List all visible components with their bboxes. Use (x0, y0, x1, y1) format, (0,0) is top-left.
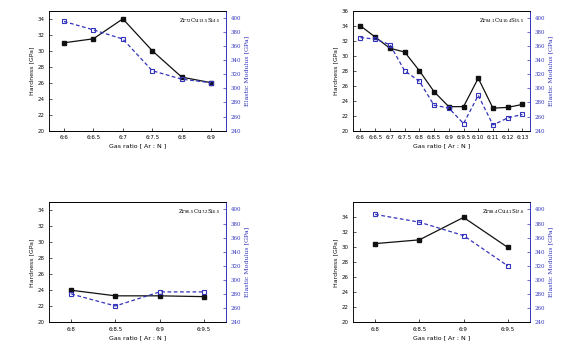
Text: Zr$_{88.4}$Cu$_{4.1}$Si$_{7.6}$: Zr$_{88.4}$Cu$_{4.1}$Si$_{7.6}$ (482, 207, 525, 216)
X-axis label: Gas ratio [ Ar : N ]: Gas ratio [ Ar : N ] (109, 335, 166, 340)
Y-axis label: Elastic Modulus [GPa]: Elastic Modulus [GPa] (548, 227, 553, 298)
Y-axis label: Hardness [GPa]: Hardness [GPa] (334, 238, 339, 287)
Text: Zr$_{86.5}$Cu$_{7.2}$Si$_{6.5}$: Zr$_{86.5}$Cu$_{7.2}$Si$_{6.5}$ (178, 207, 221, 216)
Y-axis label: Elastic Modulus [GPa]: Elastic Modulus [GPa] (548, 35, 553, 106)
Y-axis label: Hardness [GPa]: Hardness [GPa] (334, 46, 339, 95)
Y-axis label: Hardness [GPa]: Hardness [GPa] (30, 238, 35, 287)
Y-axis label: Hardness [GPa]: Hardness [GPa] (30, 46, 35, 95)
X-axis label: Gas ratio [ Ar : N ]: Gas ratio [ Ar : N ] (109, 143, 166, 148)
X-axis label: Gas ratio [ Ar : N ]: Gas ratio [ Ar : N ] (413, 143, 470, 148)
X-axis label: Gas ratio [ Ar : N ]: Gas ratio [ Ar : N ] (413, 335, 470, 340)
Y-axis label: Elastic Modulus [GPa]: Elastic Modulus [GPa] (244, 35, 249, 106)
Text: Zr$_{84.1}$Cu$_{10.4}$Si$_{5.5}$: Zr$_{84.1}$Cu$_{10.4}$Si$_{5.5}$ (479, 16, 525, 25)
Y-axis label: Elastic Modulus [GPa]: Elastic Modulus [GPa] (244, 227, 249, 298)
Text: Zr$_{72}$Cu$_{13.5}$Si$_{4.5}$: Zr$_{72}$Cu$_{13.5}$Si$_{4.5}$ (179, 16, 221, 25)
